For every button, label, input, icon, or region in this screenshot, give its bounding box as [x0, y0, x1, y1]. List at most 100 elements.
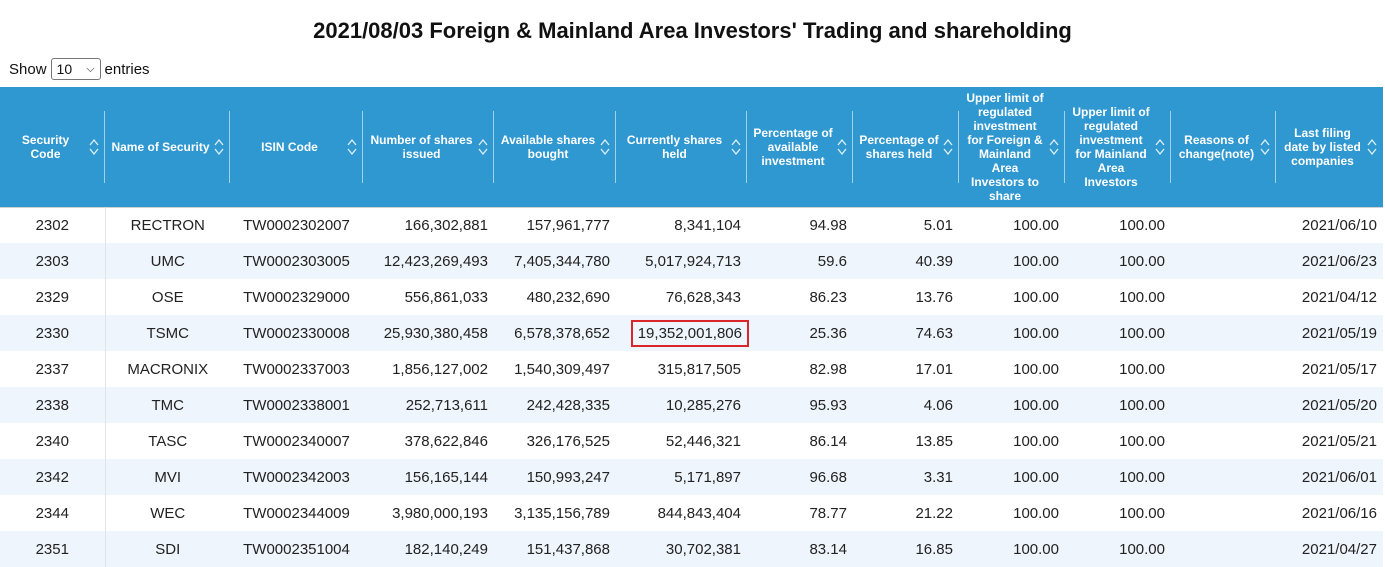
column-header-currently-shares-held[interactable]: Currently shares held — [616, 87, 747, 207]
column-header-label: Upper limit of regulated investment for … — [1072, 104, 1150, 189]
sort-both-icon — [731, 138, 741, 155]
cell-upper-limit-foreign-mainland: 100.00 — [959, 459, 1065, 495]
cell-currently-shares-held: 10,285,276 — [616, 387, 747, 423]
cell-security-name: TSMC — [105, 315, 230, 351]
cell-pct-available-investment: 86.14 — [809, 432, 847, 450]
cell-pct-available-investment: 25.36 — [747, 315, 853, 351]
highlighted-value: 19,352,001,806 — [630, 319, 749, 347]
column-header-security-code[interactable]: Security Code — [0, 87, 105, 207]
cell-reasons-of-change — [1171, 315, 1276, 351]
column-header-security-name[interactable]: Name of Security — [105, 87, 230, 207]
cell-reasons-of-change — [1171, 206, 1276, 243]
cell-upper-limit-mainland: 100.00 — [1065, 387, 1171, 423]
cell-isin-code: TW0002342003 — [230, 459, 363, 495]
cell-last-filing-date: 2021/04/27 — [1276, 531, 1383, 567]
cell-reasons-of-change — [1171, 423, 1276, 459]
cell-currently-shares-held: 5,171,897 — [616, 459, 747, 495]
column-header-pct-shares-held[interactable]: Percentage of shares held — [853, 87, 959, 207]
cell-available-shares-bought: 326,176,525 — [526, 432, 610, 450]
cell-upper-limit-mainland: 100.00 — [1065, 206, 1171, 243]
cell-available-shares-bought: 7,405,344,780 — [494, 243, 616, 279]
cell-pct-available-investment: 82.98 — [809, 360, 847, 378]
cell-security-code: 2303 — [0, 243, 106, 279]
table-row: 2342 MVI TW0002342003 156,165,144 150,993,24… — [0, 459, 1383, 495]
cell-last-filing-date: 2021/04/12 — [1301, 288, 1377, 306]
cell-pct-available-investment: 95.93 — [747, 387, 853, 423]
cell-security-name: SDI — [105, 531, 230, 567]
cell-currently-shares-held: 76,628,343 — [665, 288, 741, 306]
table-row: 2340 TASC TW0002340007 378,622,846 326,176,5… — [0, 423, 1383, 459]
cell-upper-limit-mainland: 100.00 — [1065, 315, 1171, 351]
cell-security-name: MVI — [105, 459, 230, 495]
column-header-last-filing-date[interactable]: Last filing date by listed companies — [1276, 87, 1383, 207]
column-header-shares-issued[interactable]: Number of shares issued — [363, 87, 494, 207]
cell-upper-limit-foreign-mainland: 100.00 — [959, 206, 1065, 243]
cell-security-name: MACRONIX — [127, 360, 209, 378]
cell-pct-shares-held: 40.39 — [853, 243, 959, 279]
cell-security-name: RECTRON — [105, 206, 230, 243]
table-row: 2338 TMC TW0002338001 252,713,611 242,428,33… — [0, 387, 1383, 423]
show-label: Show — [9, 60, 47, 78]
column-header-label: ISIN Code — [261, 139, 318, 154]
sort-both-icon — [347, 138, 357, 155]
cell-upper-limit-foreign-mainland: 100.00 — [1013, 504, 1059, 522]
cell-security-code: 2302 — [0, 206, 106, 243]
column-header-label: Number of shares issued — [370, 132, 473, 161]
cell-upper-limit-mainland: 100.00 — [1065, 531, 1171, 567]
table-row: 2302 RECTRON TW0002302007 166,302,881 157,96… — [0, 206, 1383, 243]
column-header-pct-available-investment[interactable]: Percentage of available investment — [747, 87, 853, 207]
entries-select[interactable]: 10 ⌵ — [50, 58, 101, 80]
cell-security-code: 2340 — [0, 423, 106, 459]
cell-security-name: WEC — [150, 504, 186, 522]
column-header-available-shares-bought[interactable]: Available shares bought — [494, 87, 616, 207]
cell-available-shares-bought: 242,428,335 — [494, 387, 616, 423]
cell-shares-issued: 252,713,611 — [363, 387, 494, 423]
cell-pct-shares-held: 17.01 — [915, 360, 953, 378]
cell-pct-shares-held: 21.22 — [915, 504, 953, 522]
cell-reasons-of-change — [1171, 243, 1276, 279]
cell-upper-limit-foreign-mainland: 100.00 — [959, 315, 1065, 351]
cell-upper-limit-foreign-mainland: 100.00 — [959, 387, 1065, 423]
cell-security-name: OSE — [151, 288, 184, 306]
cell-isin-code: TW0002337003 — [243, 360, 350, 378]
cell-available-shares-bought: 6,578,378,652 — [494, 315, 616, 351]
cell-isin-code: TW0002351004 — [230, 531, 363, 567]
cell-security-code: 2330 — [0, 315, 106, 351]
column-header-isin-code[interactable]: ISIN Code — [230, 87, 363, 207]
cell-security-code: 2338 — [0, 387, 106, 423]
cell-pct-available-investment: 86.23 — [809, 288, 847, 306]
cell-reasons-of-change — [1171, 495, 1276, 531]
cell-isin-code: TW0002340007 — [243, 432, 350, 450]
column-header-upper-limit-mainland[interactable]: Upper limit of regulated investment for … — [1065, 87, 1171, 207]
cell-pct-shares-held: 4.06 — [853, 387, 959, 423]
entries-label: entries — [104, 60, 150, 78]
cell-reasons-of-change — [1171, 279, 1276, 315]
cell-upper-limit-mainland: 100.00 — [1119, 288, 1165, 306]
cell-pct-available-investment: 78.77 — [809, 504, 847, 522]
cell-upper-limit-mainland: 100.00 — [1065, 459, 1171, 495]
cell-last-filing-date: 2021/05/19 — [1276, 315, 1383, 351]
cell-upper-limit-mainland: 100.00 — [1119, 360, 1165, 378]
cell-security-code: 2351 — [0, 531, 106, 567]
cell-currently-shares-held: 19,352,001,806 — [616, 315, 749, 351]
cell-reasons-of-change — [1171, 387, 1276, 423]
cell-pct-available-investment: 94.98 — [747, 206, 853, 243]
cell-available-shares-bought: 150,993,247 — [494, 459, 616, 495]
cell-isin-code: TW0002303005 — [230, 243, 363, 279]
cell-shares-issued: 1,856,127,002 — [392, 360, 488, 378]
shareholding-table: Security Code Name of Security ISIN Code Nu… — [0, 87, 1383, 567]
cell-pct-shares-held: 16.85 — [853, 531, 959, 567]
cell-security-code: 2329 — [0, 279, 106, 315]
cell-available-shares-bought: 157,961,777 — [494, 206, 616, 243]
cell-upper-limit-foreign-mainland: 100.00 — [1013, 360, 1059, 378]
page-title: 2021/08/03 Foreign & Mainland Area Inves… — [313, 18, 1072, 43]
cell-currently-shares-held: 5,017,924,713 — [616, 243, 747, 279]
sort-both-icon — [1367, 138, 1377, 155]
cell-currently-shares-held: 844,843,404 — [657, 504, 741, 522]
cell-upper-limit-foreign-mainland: 100.00 — [959, 531, 1065, 567]
cell-last-filing-date: 2021/06/23 — [1276, 243, 1383, 279]
entries-select-value: 10 — [56, 61, 73, 77]
column-header-upper-limit-foreign-mainland[interactable]: Upper limit of regulated investment for … — [959, 87, 1065, 207]
cell-upper-limit-mainland: 100.00 — [1119, 432, 1165, 450]
column-header-reasons-of-change[interactable]: Reasons of change(note) — [1171, 87, 1276, 207]
